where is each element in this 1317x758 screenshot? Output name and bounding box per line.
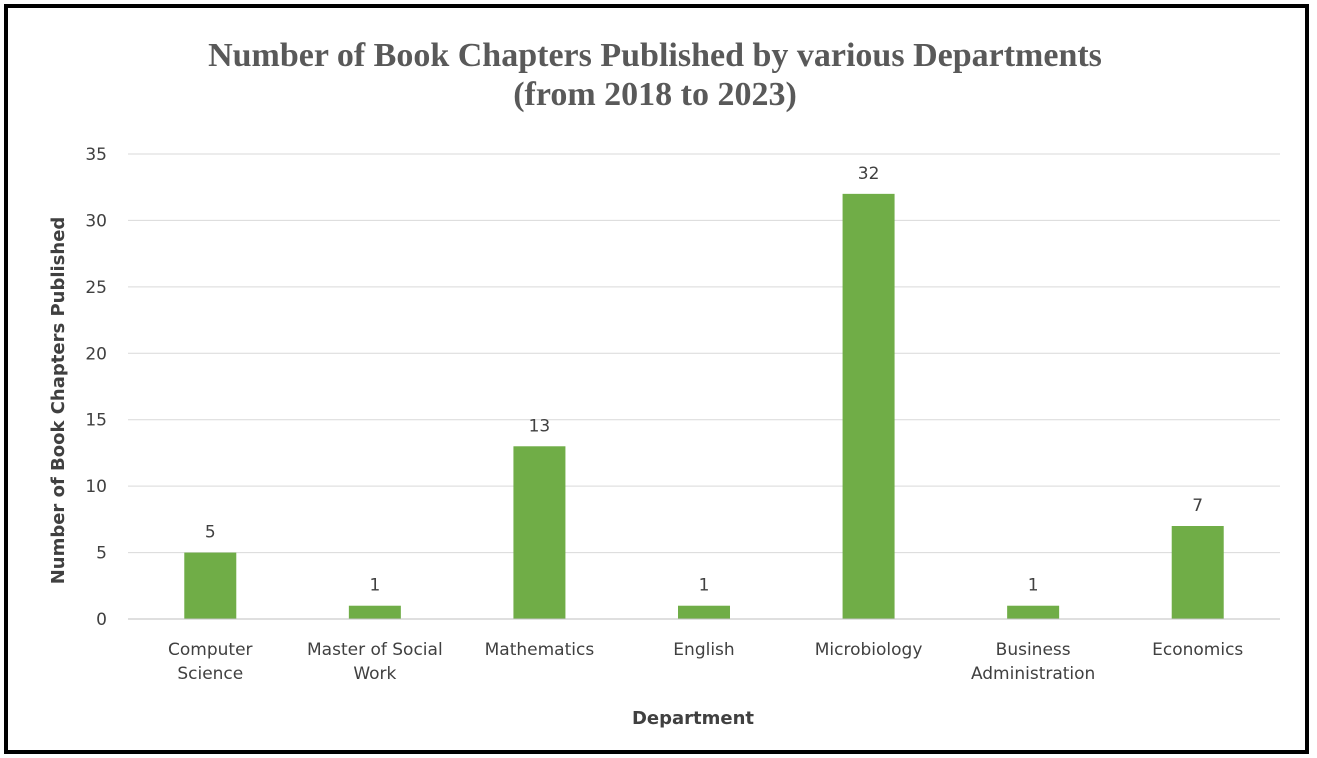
y-tick-label: 5: [96, 544, 107, 564]
y-tick-label: 25: [85, 278, 107, 298]
data-label: 1: [699, 576, 710, 596]
y-tick-label: 15: [85, 411, 107, 431]
x-category-label: Economics: [1152, 640, 1243, 660]
bar: [348, 605, 401, 619]
data-label: 32: [858, 164, 880, 184]
chart-frame: Number of Book Chapters Published by var…: [4, 4, 1309, 754]
chart-title-line: (from 2018 to 2023): [513, 76, 797, 113]
y-tick-label: 20: [85, 344, 107, 364]
chart-title-line: Number of Book Chapters Published by var…: [208, 37, 1102, 74]
y-axis-ticks: 0 5 10 15 20 25 30 35: [85, 145, 107, 630]
data-label: 7: [1192, 496, 1203, 516]
bar: [678, 605, 730, 619]
bar: [184, 552, 237, 619]
bar: [1171, 526, 1224, 619]
bar: [842, 193, 895, 619]
x-category-label: Microbiology: [815, 640, 923, 660]
x-category-label: English: [673, 640, 734, 660]
data-label: 13: [529, 416, 551, 436]
data-label: 1: [1028, 576, 1039, 596]
x-axis-title: Department: [632, 708, 754, 729]
y-tick-label: 30: [85, 211, 107, 231]
bar-chart: Number of Book Chapters Published by var…: [48, 37, 1280, 729]
y-tick-label: 0: [96, 610, 107, 630]
y-tick-label: 10: [85, 477, 107, 497]
y-axis-title: Number of Book Chapters Published: [48, 217, 69, 585]
x-axis-categories: Computer Science Master of Social Work Mathe…: [168, 640, 1243, 684]
bar: [513, 446, 566, 619]
bar: [1007, 605, 1060, 619]
gridlines: [128, 153, 1280, 554]
bars: [184, 193, 1224, 619]
y-tick-label: 35: [85, 145, 107, 165]
chart-title: Number of Book Chapters Published by var…: [208, 37, 1102, 113]
x-category-label: Computer Science: [168, 640, 253, 684]
x-category-label: Master of Social Work: [307, 640, 443, 684]
x-category-label: Business Administration: [971, 640, 1095, 684]
x-category-label: Mathematics: [485, 640, 595, 660]
data-labels: 5 1 13 1 32 1 7: [205, 164, 1203, 596]
data-label: 5: [205, 523, 216, 543]
data-label: 1: [369, 576, 380, 596]
